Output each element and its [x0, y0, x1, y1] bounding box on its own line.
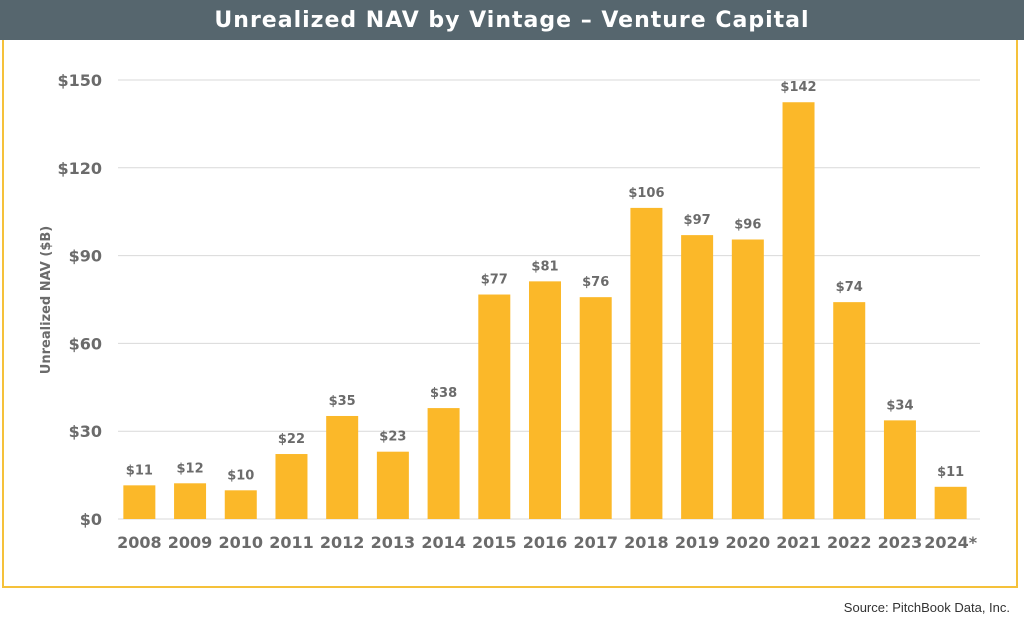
chart-frame [2, 40, 1018, 588]
bar [174, 483, 207, 519]
bar-chart: $0 $30 $60 $90 $120 $150 $11 $12 $10 $22 $35 $23 $3… [39, 71, 980, 552]
x-tick-label: 2016 [523, 533, 568, 552]
bar [579, 297, 612, 519]
x-tick-label: 2010 [218, 533, 263, 552]
bar [376, 451, 409, 519]
chart-title: Unrealized NAV by Vintage – Venture Capi… [214, 7, 810, 33]
data-label: $11 [126, 463, 153, 478]
bar [883, 420, 916, 519]
data-label: $97 [684, 213, 711, 228]
data-label: $11 [937, 465, 964, 480]
bar [681, 235, 714, 519]
bar [123, 485, 156, 519]
data-label: $96 [734, 218, 761, 233]
y-tick-label: $60 [69, 334, 102, 353]
y-tick-label: $150 [57, 71, 102, 90]
x-tick-label: 2008 [117, 533, 162, 552]
source-note: Source: PitchBook Data, Inc. [843, 600, 1010, 615]
bar [529, 281, 561, 519]
x-tick-label: 2009 [168, 533, 213, 552]
bar [782, 102, 815, 519]
x-tick-label: 2017 [573, 533, 618, 552]
x-tick-label: 2019 [675, 533, 720, 552]
y-tick-label: $0 [80, 510, 102, 529]
bar [427, 408, 460, 519]
bar [731, 239, 764, 519]
data-label: $23 [379, 430, 406, 445]
x-tick-label: 2022 [827, 533, 872, 552]
bar [326, 415, 359, 519]
x-tick-label: 2024* [924, 533, 978, 552]
x-tick-label: 2015 [472, 533, 517, 552]
bar [630, 207, 663, 520]
x-tick-label: 2013 [371, 533, 416, 552]
x-tick-label: 2021 [776, 533, 821, 552]
data-label: $12 [176, 461, 203, 476]
bar [934, 486, 967, 519]
y-axis-ticks: $0 $30 $60 $90 $120 $150 [57, 71, 102, 529]
y-axis-label: Unrealized NAV ($B) [39, 226, 54, 374]
data-labels: $11 $12 $10 $22 $35 $23 $38 $77 $81 $76 $106 $97 $96… [126, 80, 964, 483]
bar [833, 302, 866, 519]
x-tick-label: 2023 [878, 533, 923, 552]
data-label: $77 [481, 273, 508, 288]
data-label: $34 [886, 398, 913, 413]
x-tick-label: 2020 [726, 533, 771, 552]
x-axis-ticks: 2008 2009 2010 2011 2012 2013 2014 2015 2016 2017… [117, 533, 978, 552]
x-tick-label: 2018 [624, 533, 669, 552]
data-label: $35 [329, 394, 356, 409]
bar [478, 294, 511, 519]
data-label: $74 [836, 280, 863, 295]
x-tick-label: 2011 [269, 533, 314, 552]
y-tick-label: $120 [57, 159, 102, 178]
data-label: $10 [227, 468, 254, 483]
y-tick-label: $30 [69, 422, 102, 441]
bars [123, 102, 967, 520]
data-label: $76 [582, 275, 609, 290]
y-tick-label: $90 [69, 247, 102, 266]
bar [224, 490, 257, 519]
data-label: $81 [531, 259, 558, 274]
data-label: $106 [628, 186, 664, 201]
x-tick-label: 2014 [421, 533, 466, 552]
data-label: $22 [278, 432, 305, 447]
chart-title-bar: Unrealized NAV by Vintage – Venture Capi… [0, 0, 1024, 40]
x-tick-label: 2012 [320, 533, 365, 552]
data-label: $38 [430, 386, 457, 401]
bar [275, 454, 308, 519]
data-label: $142 [780, 80, 816, 95]
